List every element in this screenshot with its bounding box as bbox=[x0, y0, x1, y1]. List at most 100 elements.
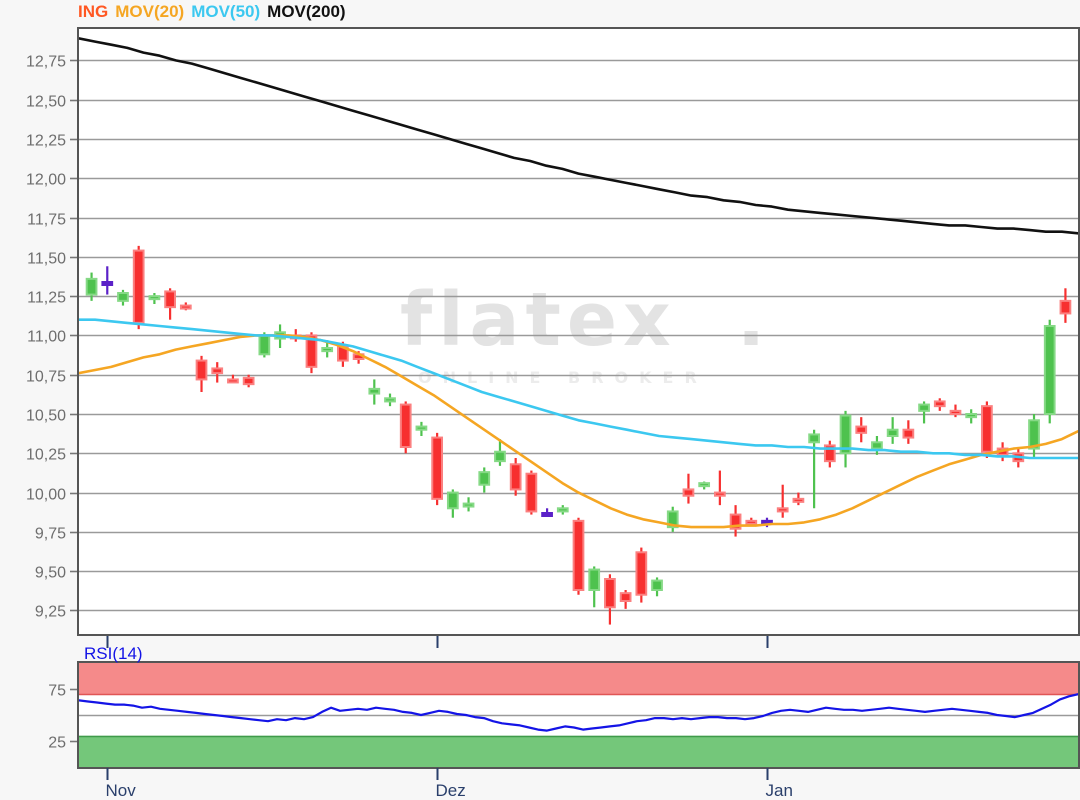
candlestick[interactable] bbox=[619, 590, 632, 609]
candlestick[interactable] bbox=[682, 473, 695, 504]
candle-body bbox=[195, 359, 208, 381]
candlestick[interactable] bbox=[368, 379, 381, 405]
candle-body bbox=[211, 367, 224, 375]
candlestick[interactable] bbox=[965, 409, 978, 424]
candlestick[interactable] bbox=[776, 484, 789, 518]
candle-body bbox=[368, 387, 381, 395]
x-axis-label: Dez bbox=[436, 781, 466, 800]
candle-body bbox=[698, 482, 711, 488]
candlestick[interactable] bbox=[117, 289, 129, 306]
candlestick[interactable] bbox=[556, 505, 569, 515]
candlestick[interactable] bbox=[745, 517, 758, 526]
candlestick[interactable] bbox=[886, 417, 899, 444]
candlestick[interactable] bbox=[446, 489, 459, 518]
candlestick[interactable] bbox=[839, 410, 852, 468]
candle-body bbox=[446, 491, 459, 510]
candlestick[interactable] bbox=[651, 577, 663, 597]
candlestick[interactable] bbox=[855, 417, 868, 443]
legend-symbol: ING bbox=[78, 2, 109, 21]
watermark-subtext: ONLINE BROKER bbox=[418, 368, 708, 387]
candle-body bbox=[494, 450, 506, 463]
candlestick[interactable] bbox=[1028, 414, 1040, 458]
candle-body bbox=[227, 378, 239, 384]
candlestick[interactable] bbox=[227, 374, 239, 384]
price-gridlines bbox=[79, 59, 1078, 612]
candlestick[interactable] bbox=[981, 401, 993, 458]
candle-body bbox=[85, 277, 98, 296]
candle-body bbox=[431, 436, 444, 500]
candlestick[interactable] bbox=[949, 404, 962, 418]
candle-body bbox=[776, 507, 789, 513]
ma200-line bbox=[79, 37, 1078, 235]
candle-body bbox=[604, 578, 616, 609]
candlestick[interactable] bbox=[179, 302, 192, 311]
candlestick[interactable] bbox=[792, 492, 805, 506]
candlestick[interactable] bbox=[918, 401, 930, 424]
candle-body bbox=[588, 568, 601, 591]
candle-body bbox=[384, 397, 396, 403]
candlestick[interactable] bbox=[211, 362, 224, 383]
candlestick-series[interactable] bbox=[85, 245, 1072, 625]
candlestick[interactable] bbox=[494, 439, 506, 466]
candle-body bbox=[132, 249, 145, 324]
rsi-line bbox=[79, 693, 1078, 732]
candlestick[interactable] bbox=[933, 398, 946, 411]
candlestick[interactable] bbox=[462, 497, 475, 512]
candlestick[interactable] bbox=[1043, 319, 1056, 424]
candle-body bbox=[572, 519, 585, 591]
candlestick[interactable] bbox=[195, 355, 208, 392]
candlestick[interactable] bbox=[101, 266, 114, 295]
y-axis-label: 10,00 bbox=[26, 487, 66, 504]
y-axis-label: 12,25 bbox=[26, 133, 66, 150]
candlestick[interactable] bbox=[823, 440, 836, 468]
candlestick[interactable] bbox=[384, 393, 396, 407]
chart-legend: ING MOV(20) MOV(50) MOV(200) bbox=[78, 2, 353, 22]
y-axis-label: 11,75 bbox=[27, 212, 66, 229]
candlestick[interactable] bbox=[242, 374, 255, 388]
candlestick[interactable] bbox=[902, 420, 915, 444]
y-axis-label: 11,00 bbox=[27, 329, 66, 346]
candle-body bbox=[933, 400, 946, 408]
candlestick[interactable] bbox=[1059, 288, 1072, 323]
y-axis-label: 11,25 bbox=[27, 290, 66, 307]
candlestick[interactable] bbox=[478, 467, 491, 493]
candlestick[interactable] bbox=[431, 432, 444, 506]
candlestick[interactable] bbox=[525, 470, 538, 515]
legend-ma50: MOV(50) bbox=[191, 2, 261, 21]
candlestick[interactable] bbox=[509, 458, 522, 496]
candlestick[interactable] bbox=[635, 547, 648, 603]
candle-body bbox=[179, 304, 192, 310]
x-axis-label: Jan bbox=[766, 781, 793, 800]
candlestick[interactable] bbox=[666, 506, 679, 532]
candlestick[interactable] bbox=[698, 481, 711, 490]
candlestick[interactable] bbox=[399, 401, 412, 454]
candle-body bbox=[918, 403, 930, 412]
candlestick[interactable] bbox=[132, 245, 145, 330]
candlestick[interactable] bbox=[729, 505, 742, 537]
rsi-indicator-label: RSI(14) bbox=[84, 644, 143, 663]
candlestick[interactable] bbox=[541, 508, 553, 517]
candle-body bbox=[666, 510, 679, 529]
candle-body bbox=[745, 519, 758, 525]
candlestick[interactable] bbox=[415, 421, 428, 436]
candlestick[interactable] bbox=[164, 288, 176, 320]
y-axis-label: 12,50 bbox=[26, 94, 66, 111]
candle-body bbox=[117, 292, 129, 302]
candlestick[interactable] bbox=[871, 436, 883, 455]
y-axis-label: 12,00 bbox=[26, 172, 66, 189]
candle-body bbox=[101, 281, 114, 286]
candlestick[interactable] bbox=[85, 272, 98, 301]
candlestick[interactable] bbox=[713, 470, 726, 506]
candle-body bbox=[556, 507, 569, 513]
candlestick[interactable] bbox=[808, 429, 820, 509]
candle-body bbox=[1028, 419, 1040, 450]
x-axis-label: Nov bbox=[106, 781, 137, 800]
candlestick[interactable] bbox=[572, 517, 585, 595]
candle-body bbox=[525, 472, 538, 513]
candle-body bbox=[823, 444, 836, 463]
candlestick[interactable] bbox=[148, 293, 161, 304]
candle-body bbox=[871, 441, 883, 450]
candlestick[interactable] bbox=[604, 574, 616, 625]
candlestick[interactable] bbox=[588, 566, 601, 608]
